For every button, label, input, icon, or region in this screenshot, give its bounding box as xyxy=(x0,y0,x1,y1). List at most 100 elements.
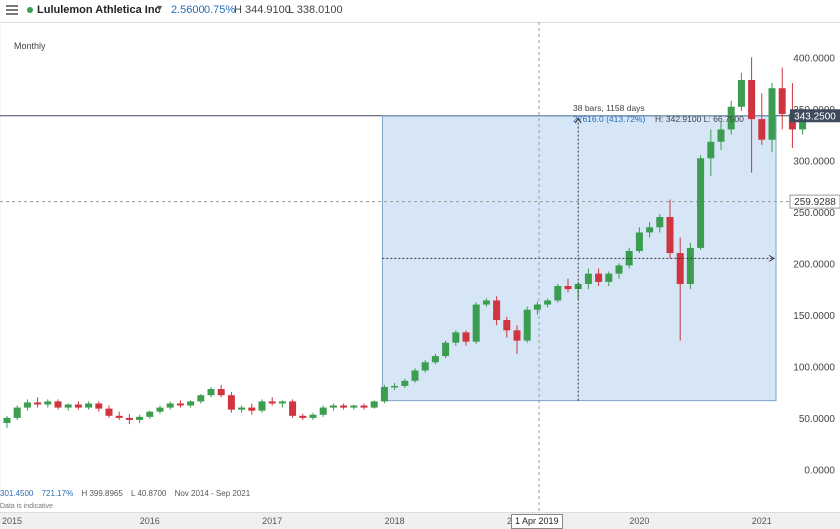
candle-body xyxy=(513,330,521,341)
x-axis[interactable]: 2015201620172018201920202021 1 Apr 2019 xyxy=(0,512,840,529)
candle-body xyxy=(380,386,388,402)
candle[interactable] xyxy=(431,354,439,365)
candle[interactable] xyxy=(207,386,215,398)
candle[interactable] xyxy=(533,301,541,315)
candle[interactable] xyxy=(564,278,572,293)
candle-body xyxy=(737,79,745,107)
candle-body xyxy=(289,401,297,416)
candle[interactable] xyxy=(625,247,633,269)
candle[interactable] xyxy=(360,403,368,410)
candle[interactable] xyxy=(503,316,511,338)
measure-change: 27616.0 (413.72%) xyxy=(573,114,645,124)
candle-body xyxy=(778,88,786,114)
candle[interactable] xyxy=(513,325,521,355)
candle[interactable] xyxy=(105,405,113,418)
candlestick-chart[interactable]: 38 bars, 1158 days 27616.0 (413.72%) H: … xyxy=(0,22,840,512)
candle[interactable] xyxy=(176,400,184,408)
candle[interactable] xyxy=(248,403,256,415)
candle[interactable] xyxy=(64,403,72,411)
candle[interactable] xyxy=(54,399,62,410)
candle[interactable] xyxy=(340,403,348,410)
candle[interactable] xyxy=(95,401,103,412)
candle[interactable] xyxy=(666,199,674,259)
candle[interactable] xyxy=(717,121,725,151)
candle[interactable] xyxy=(217,384,225,398)
candle[interactable] xyxy=(452,330,460,346)
candle-body xyxy=(584,273,592,284)
candle[interactable] xyxy=(401,378,409,389)
candle-body xyxy=(85,403,93,408)
candle-body xyxy=(54,401,62,408)
y-tick-label: 300.0000 xyxy=(793,156,835,167)
candle[interactable] xyxy=(13,405,21,420)
candle[interactable] xyxy=(3,415,11,429)
candle[interactable] xyxy=(238,405,246,413)
candle[interactable] xyxy=(778,67,786,130)
candle[interactable] xyxy=(482,298,490,307)
candle[interactable] xyxy=(646,222,654,238)
candle[interactable] xyxy=(584,268,592,290)
candle[interactable] xyxy=(34,397,42,408)
candle[interactable] xyxy=(197,394,205,404)
candle[interactable] xyxy=(329,403,337,411)
candle[interactable] xyxy=(391,382,399,391)
candle[interactable] xyxy=(125,413,133,425)
candle[interactable] xyxy=(268,397,276,406)
candle[interactable] xyxy=(411,368,419,383)
candle-body xyxy=(268,401,276,404)
candle[interactable] xyxy=(697,155,705,250)
candle[interactable] xyxy=(748,57,756,173)
candle[interactable] xyxy=(595,268,603,287)
candle-body xyxy=(748,79,756,120)
candle-body xyxy=(676,253,684,284)
candle[interactable] xyxy=(442,340,450,359)
chevron-down-icon[interactable]: ▼ xyxy=(155,3,164,13)
candle[interactable] xyxy=(472,302,480,344)
candle[interactable] xyxy=(380,384,388,404)
candle-body xyxy=(197,395,205,402)
candle[interactable] xyxy=(115,411,123,420)
candle[interactable] xyxy=(707,129,715,176)
candle[interactable] xyxy=(370,400,378,409)
candle[interactable] xyxy=(462,330,470,346)
candle[interactable] xyxy=(676,237,684,341)
candle[interactable] xyxy=(74,401,82,410)
candle[interactable] xyxy=(166,401,174,410)
candle-body xyxy=(299,415,307,418)
candle[interactable] xyxy=(146,410,154,419)
candle[interactable] xyxy=(605,271,613,287)
candle[interactable] xyxy=(309,412,317,420)
candle[interactable] xyxy=(554,283,562,303)
candle[interactable] xyxy=(544,298,552,308)
candle[interactable] xyxy=(656,213,664,233)
candle[interactable] xyxy=(187,400,195,408)
candle-body xyxy=(136,416,144,420)
candle[interactable] xyxy=(299,413,307,420)
candle[interactable] xyxy=(727,100,735,135)
menu-icon[interactable] xyxy=(6,3,18,15)
candle[interactable] xyxy=(421,360,429,373)
candle[interactable] xyxy=(136,414,144,424)
candle[interactable] xyxy=(737,72,745,111)
candle[interactable] xyxy=(523,306,531,343)
candle[interactable] xyxy=(350,404,358,410)
candle[interactable] xyxy=(319,405,327,417)
candle[interactable] xyxy=(493,296,501,326)
candle[interactable] xyxy=(258,399,266,413)
candle[interactable] xyxy=(289,399,297,418)
candle[interactable] xyxy=(44,399,52,408)
instrument-name[interactable]: Lululemon Athletica Inc xyxy=(37,4,161,16)
candle[interactable] xyxy=(278,400,286,408)
candle-body xyxy=(319,407,327,415)
candle[interactable] xyxy=(758,93,766,145)
candle[interactable] xyxy=(768,83,776,153)
candle[interactable] xyxy=(615,263,623,279)
candle[interactable] xyxy=(156,405,164,414)
candle[interactable] xyxy=(23,399,31,411)
candle[interactable] xyxy=(227,392,235,413)
candle[interactable] xyxy=(686,242,694,290)
candle-body xyxy=(605,273,613,282)
candle[interactable] xyxy=(85,401,93,410)
candle-body xyxy=(3,417,11,424)
candle[interactable] xyxy=(635,227,643,254)
